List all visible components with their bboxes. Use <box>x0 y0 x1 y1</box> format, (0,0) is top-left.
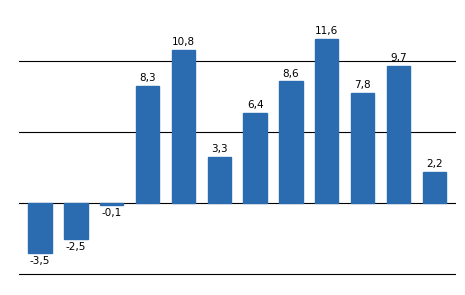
Bar <box>315 39 339 204</box>
Bar <box>28 204 52 253</box>
Bar <box>423 172 446 204</box>
Bar <box>172 50 195 204</box>
Text: 7,8: 7,8 <box>354 80 371 90</box>
Bar <box>100 204 123 205</box>
Bar <box>387 66 410 204</box>
Bar <box>243 113 267 204</box>
Text: -3,5: -3,5 <box>30 256 50 266</box>
Text: 10,8: 10,8 <box>172 37 195 47</box>
Text: 9,7: 9,7 <box>390 53 407 63</box>
Text: -0,1: -0,1 <box>102 208 122 218</box>
Bar <box>207 157 231 204</box>
Bar <box>64 204 87 239</box>
Bar <box>279 81 303 204</box>
Bar <box>351 93 374 204</box>
Text: 6,4: 6,4 <box>247 100 263 110</box>
Text: 8,3: 8,3 <box>140 73 156 83</box>
Text: -2,5: -2,5 <box>66 242 86 252</box>
Text: 8,6: 8,6 <box>283 68 299 78</box>
Text: 11,6: 11,6 <box>315 26 339 36</box>
Text: 3,3: 3,3 <box>211 144 227 154</box>
Text: 2,2: 2,2 <box>426 159 443 169</box>
Bar <box>136 86 159 204</box>
